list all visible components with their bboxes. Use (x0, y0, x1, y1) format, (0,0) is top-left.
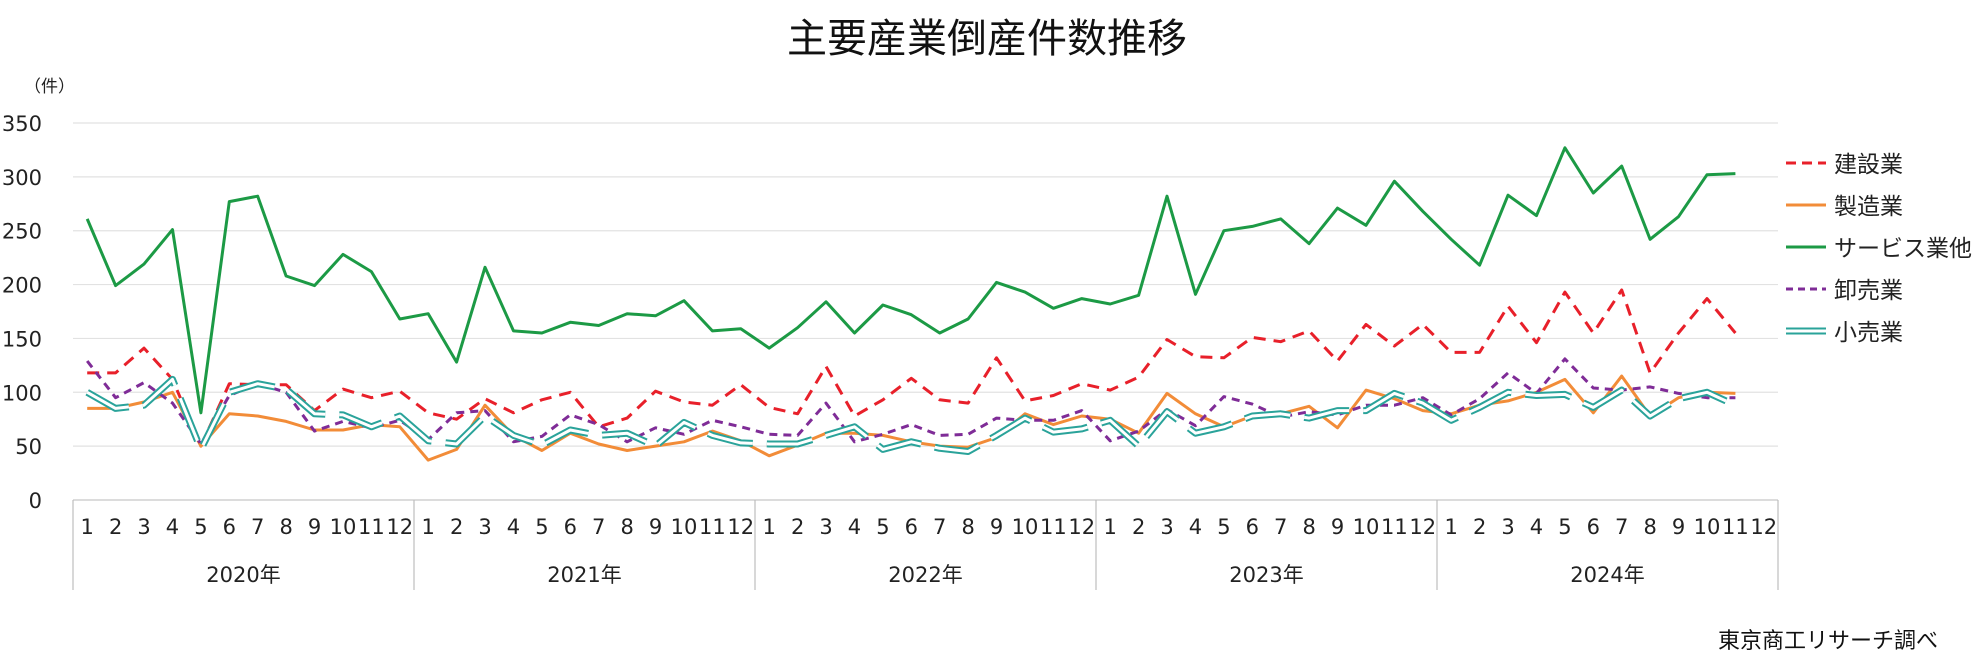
x-tick-label: 11 (1722, 515, 1749, 539)
x-tick-label: 3 (819, 515, 832, 539)
x-tick-label: 7 (592, 515, 605, 539)
source-note: 東京商工リサーチ調べ (1718, 629, 1938, 654)
series-line-3 (85, 146, 1736, 415)
x-tick-label: 7 (1615, 515, 1628, 539)
x-tick-label: 1 (1445, 515, 1458, 539)
x-tick-label: 1 (81, 515, 94, 539)
legend-label: 製造業 (1834, 194, 1903, 220)
y-tick-label: 100 (2, 381, 42, 405)
legend-label: 卸売業 (1834, 278, 1903, 304)
x-tick-label: 11 (699, 515, 726, 539)
x-tick-label: 9 (649, 515, 662, 539)
x-tick-label: 6 (905, 515, 918, 539)
x-tick-label: 3 (478, 515, 491, 539)
x-tick-label: 10 (1353, 515, 1380, 539)
y-tick-label: 250 (2, 220, 42, 244)
series-lines (85, 146, 1737, 462)
y-tick-label: 300 (2, 166, 42, 190)
x-tick-label: 1 (422, 515, 435, 539)
y-tick-label: 50 (15, 435, 42, 459)
x-tick-label: 6 (1587, 515, 1600, 539)
legend-label: 建設業 (1834, 152, 1903, 178)
x-tick-label: 4 (507, 515, 520, 539)
year-label: 2022年 (888, 563, 962, 587)
x-tick-label: 6 (1246, 515, 1259, 539)
x-tick-label: 8 (961, 515, 974, 539)
x-tick-label: 11 (358, 515, 385, 539)
x-tick-label: 5 (1558, 515, 1571, 539)
year-label: 2023年 (1229, 563, 1303, 587)
series-line-5-inner (86, 377, 1737, 453)
x-tick-label: 12 (1409, 515, 1436, 539)
x-tick-label: 4 (1189, 515, 1202, 539)
x-tick-label: 4 (166, 515, 179, 539)
x-tick-label: 2 (1473, 515, 1486, 539)
x-tick-label: 12 (1750, 515, 1777, 539)
year-label: 2024年 (1570, 563, 1644, 587)
year-label: 2020年 (206, 563, 280, 587)
series-line-4 (86, 357, 1736, 446)
x-tick-label: 10 (1694, 515, 1721, 539)
x-tick-label: 2 (109, 515, 122, 539)
x-tick-label: 10 (671, 515, 698, 539)
x-tick-label: 5 (535, 515, 548, 539)
legend-label: サービス業他 (1834, 236, 1972, 262)
x-tick-label: 2 (791, 515, 804, 539)
y-tick-label: 0 (29, 489, 42, 513)
x-tick-label: 8 (279, 515, 292, 539)
x-tick-label: 8 (620, 515, 633, 539)
x-tick-label: 8 (1643, 515, 1656, 539)
y-tick-label: 350 (2, 112, 42, 136)
series-line-1 (87, 288, 1737, 448)
x-tick-label: 9 (1331, 515, 1344, 539)
x-tick-label: 4 (1530, 515, 1543, 539)
x-tick-label: 11 (1381, 515, 1408, 539)
x-tick-label: 5 (876, 515, 889, 539)
y-tick-label: 200 (2, 274, 42, 298)
x-tick-label: 8 (1302, 515, 1315, 539)
x-tick-label: 3 (1501, 515, 1514, 539)
x-tick-label: 2 (1132, 515, 1145, 539)
x-tick-label: 4 (848, 515, 861, 539)
x-tick-label: 11 (1040, 515, 1067, 539)
x-tick-label: 3 (137, 515, 150, 539)
x-tick-label: 9 (990, 515, 1003, 539)
x-tick-label: 12 (727, 515, 754, 539)
y-tick-label: 150 (2, 327, 42, 351)
x-tick-label: 7 (1274, 515, 1287, 539)
x-tick-label: 10 (1012, 515, 1039, 539)
x-tick-label: 1 (763, 515, 776, 539)
x-tick-label: 12 (386, 515, 413, 539)
x-tick-label: 1 (1104, 515, 1117, 539)
y-axis-unit: （件） (24, 77, 75, 97)
x-tick-label: 9 (308, 515, 321, 539)
x-tick-label: 6 (564, 515, 577, 539)
x-tick-label: 2 (450, 515, 463, 539)
x-tick-label: 10 (330, 515, 357, 539)
chart-title: 主要産業倒産件数推移 (787, 16, 1187, 62)
x-tick-label: 7 (933, 515, 946, 539)
x-tick-label: 9 (1672, 515, 1685, 539)
x-tick-label: 5 (1217, 515, 1230, 539)
x-tick-label: 5 (194, 515, 207, 539)
y-axis-ticks: 0 50 100 150 200 250 300 350 (2, 112, 42, 513)
series-line-2 (87, 374, 1736, 462)
x-tick-label: 3 (1160, 515, 1173, 539)
x-tick-label: 6 (223, 515, 236, 539)
x-tick-label: 7 (251, 515, 264, 539)
legend-label: 小売業 (1834, 320, 1903, 346)
x-tick-label: 12 (1068, 515, 1095, 539)
gridlines (73, 122, 1778, 501)
year-label: 2021年 (547, 563, 621, 587)
